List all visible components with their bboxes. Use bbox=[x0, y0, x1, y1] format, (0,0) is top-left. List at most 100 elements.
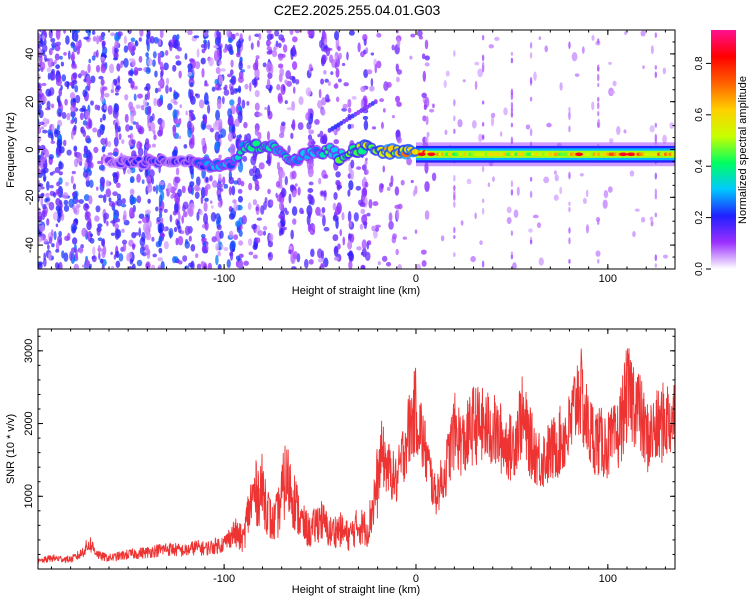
noise-mark bbox=[45, 196, 51, 203]
noise-mark bbox=[506, 206, 512, 214]
noise-mark bbox=[382, 108, 386, 113]
noise-mark bbox=[113, 254, 117, 260]
noise-mark bbox=[61, 250, 65, 259]
noise-mark bbox=[90, 75, 96, 84]
noise-mark bbox=[172, 210, 177, 216]
noise-mark bbox=[224, 84, 228, 90]
noise-mark bbox=[424, 62, 430, 67]
noise-mark bbox=[200, 44, 206, 49]
noise-mark bbox=[266, 30, 272, 34]
noise-mark bbox=[335, 96, 340, 103]
noise-mark bbox=[295, 78, 300, 85]
noise-mark bbox=[546, 122, 552, 128]
noise-mark bbox=[115, 218, 121, 223]
noise-mark bbox=[669, 122, 675, 129]
noise-mark bbox=[115, 260, 121, 268]
noise-mark bbox=[416, 263, 422, 269]
noise-mark bbox=[207, 262, 213, 269]
noise-mark bbox=[243, 260, 249, 266]
noise-mark bbox=[568, 171, 571, 179]
noise-mark bbox=[38, 54, 43, 64]
noise-mark bbox=[525, 124, 531, 130]
noise-mark bbox=[289, 75, 296, 81]
noise-mark bbox=[334, 30, 340, 41]
noise-mark bbox=[102, 113, 106, 121]
noise-mark bbox=[131, 139, 136, 145]
noise-mark bbox=[205, 124, 212, 130]
noise-mark bbox=[247, 202, 252, 211]
chart-title: C2E2.2025.255.04.01.G03 bbox=[274, 2, 441, 18]
noise-mark bbox=[188, 109, 194, 113]
noise-mark bbox=[278, 132, 285, 139]
noise-mark bbox=[219, 187, 224, 192]
noise-mark bbox=[43, 252, 47, 261]
noise-mark bbox=[350, 159, 355, 169]
noise-mark bbox=[255, 55, 260, 60]
noise-mark bbox=[238, 259, 244, 269]
noise-mark bbox=[218, 60, 222, 66]
noise-mark bbox=[365, 169, 369, 175]
noise-mark bbox=[510, 92, 514, 101]
noise-mark bbox=[97, 223, 103, 228]
noise-mark bbox=[366, 240, 372, 246]
noise-mark bbox=[244, 83, 249, 90]
noise-mark bbox=[324, 78, 329, 83]
noise-mark bbox=[231, 76, 236, 86]
noise-mark bbox=[177, 260, 183, 265]
noise-mark bbox=[308, 173, 313, 178]
noise-mark bbox=[59, 202, 63, 210]
noise-mark bbox=[177, 235, 184, 246]
noise-mark bbox=[95, 64, 101, 73]
noise-mark bbox=[453, 201, 456, 208]
noise-mark bbox=[172, 109, 178, 119]
noise-mark bbox=[207, 104, 211, 114]
noise-mark bbox=[131, 263, 136, 269]
noise-mark bbox=[85, 211, 91, 219]
noise-mark bbox=[396, 136, 402, 144]
noise-mark bbox=[223, 183, 229, 189]
noise-mark bbox=[262, 230, 267, 236]
noise-mark bbox=[140, 30, 144, 37]
noise-mark bbox=[242, 155, 248, 162]
noise-mark bbox=[200, 195, 204, 205]
noise-mark bbox=[38, 183, 42, 187]
noise-mark bbox=[213, 45, 219, 49]
noise-mark bbox=[195, 176, 201, 187]
noise-mark bbox=[278, 229, 282, 237]
noise-mark bbox=[176, 46, 182, 52]
noise-mark bbox=[160, 31, 164, 39]
noise-mark bbox=[80, 69, 86, 76]
snr-line bbox=[38, 348, 675, 565]
noise-mark bbox=[276, 194, 283, 203]
noise-mark bbox=[487, 182, 491, 188]
noise-mark bbox=[173, 100, 178, 105]
noise-mark bbox=[73, 263, 80, 269]
noise-mark bbox=[392, 233, 397, 240]
noise-mark bbox=[136, 259, 143, 267]
noise-mark bbox=[123, 57, 129, 68]
noise-mark bbox=[323, 174, 329, 179]
noise-mark bbox=[173, 91, 179, 100]
noise-mark bbox=[305, 87, 312, 97]
ridge-point bbox=[252, 140, 261, 147]
noise-mark bbox=[60, 61, 65, 67]
noise-mark bbox=[360, 264, 366, 269]
noise-mark bbox=[333, 191, 338, 200]
noise-mark bbox=[277, 95, 284, 104]
x-tick-label: 100 bbox=[599, 273, 617, 285]
noise-mark bbox=[288, 193, 292, 204]
noise-mark bbox=[105, 188, 112, 198]
y-tick-label: 2000 bbox=[23, 411, 35, 435]
noise-mark bbox=[114, 228, 120, 240]
noise-mark bbox=[200, 233, 206, 239]
noise-mark bbox=[319, 130, 324, 138]
noise-mark bbox=[55, 64, 60, 70]
noise-mark bbox=[223, 89, 230, 96]
noise-mark bbox=[201, 237, 207, 243]
noise-mark bbox=[332, 202, 337, 211]
noise-mark bbox=[308, 181, 314, 186]
noise-mark bbox=[182, 201, 189, 210]
noise-mark bbox=[233, 180, 239, 185]
noise-mark bbox=[41, 82, 47, 87]
noise-mark bbox=[219, 47, 223, 57]
